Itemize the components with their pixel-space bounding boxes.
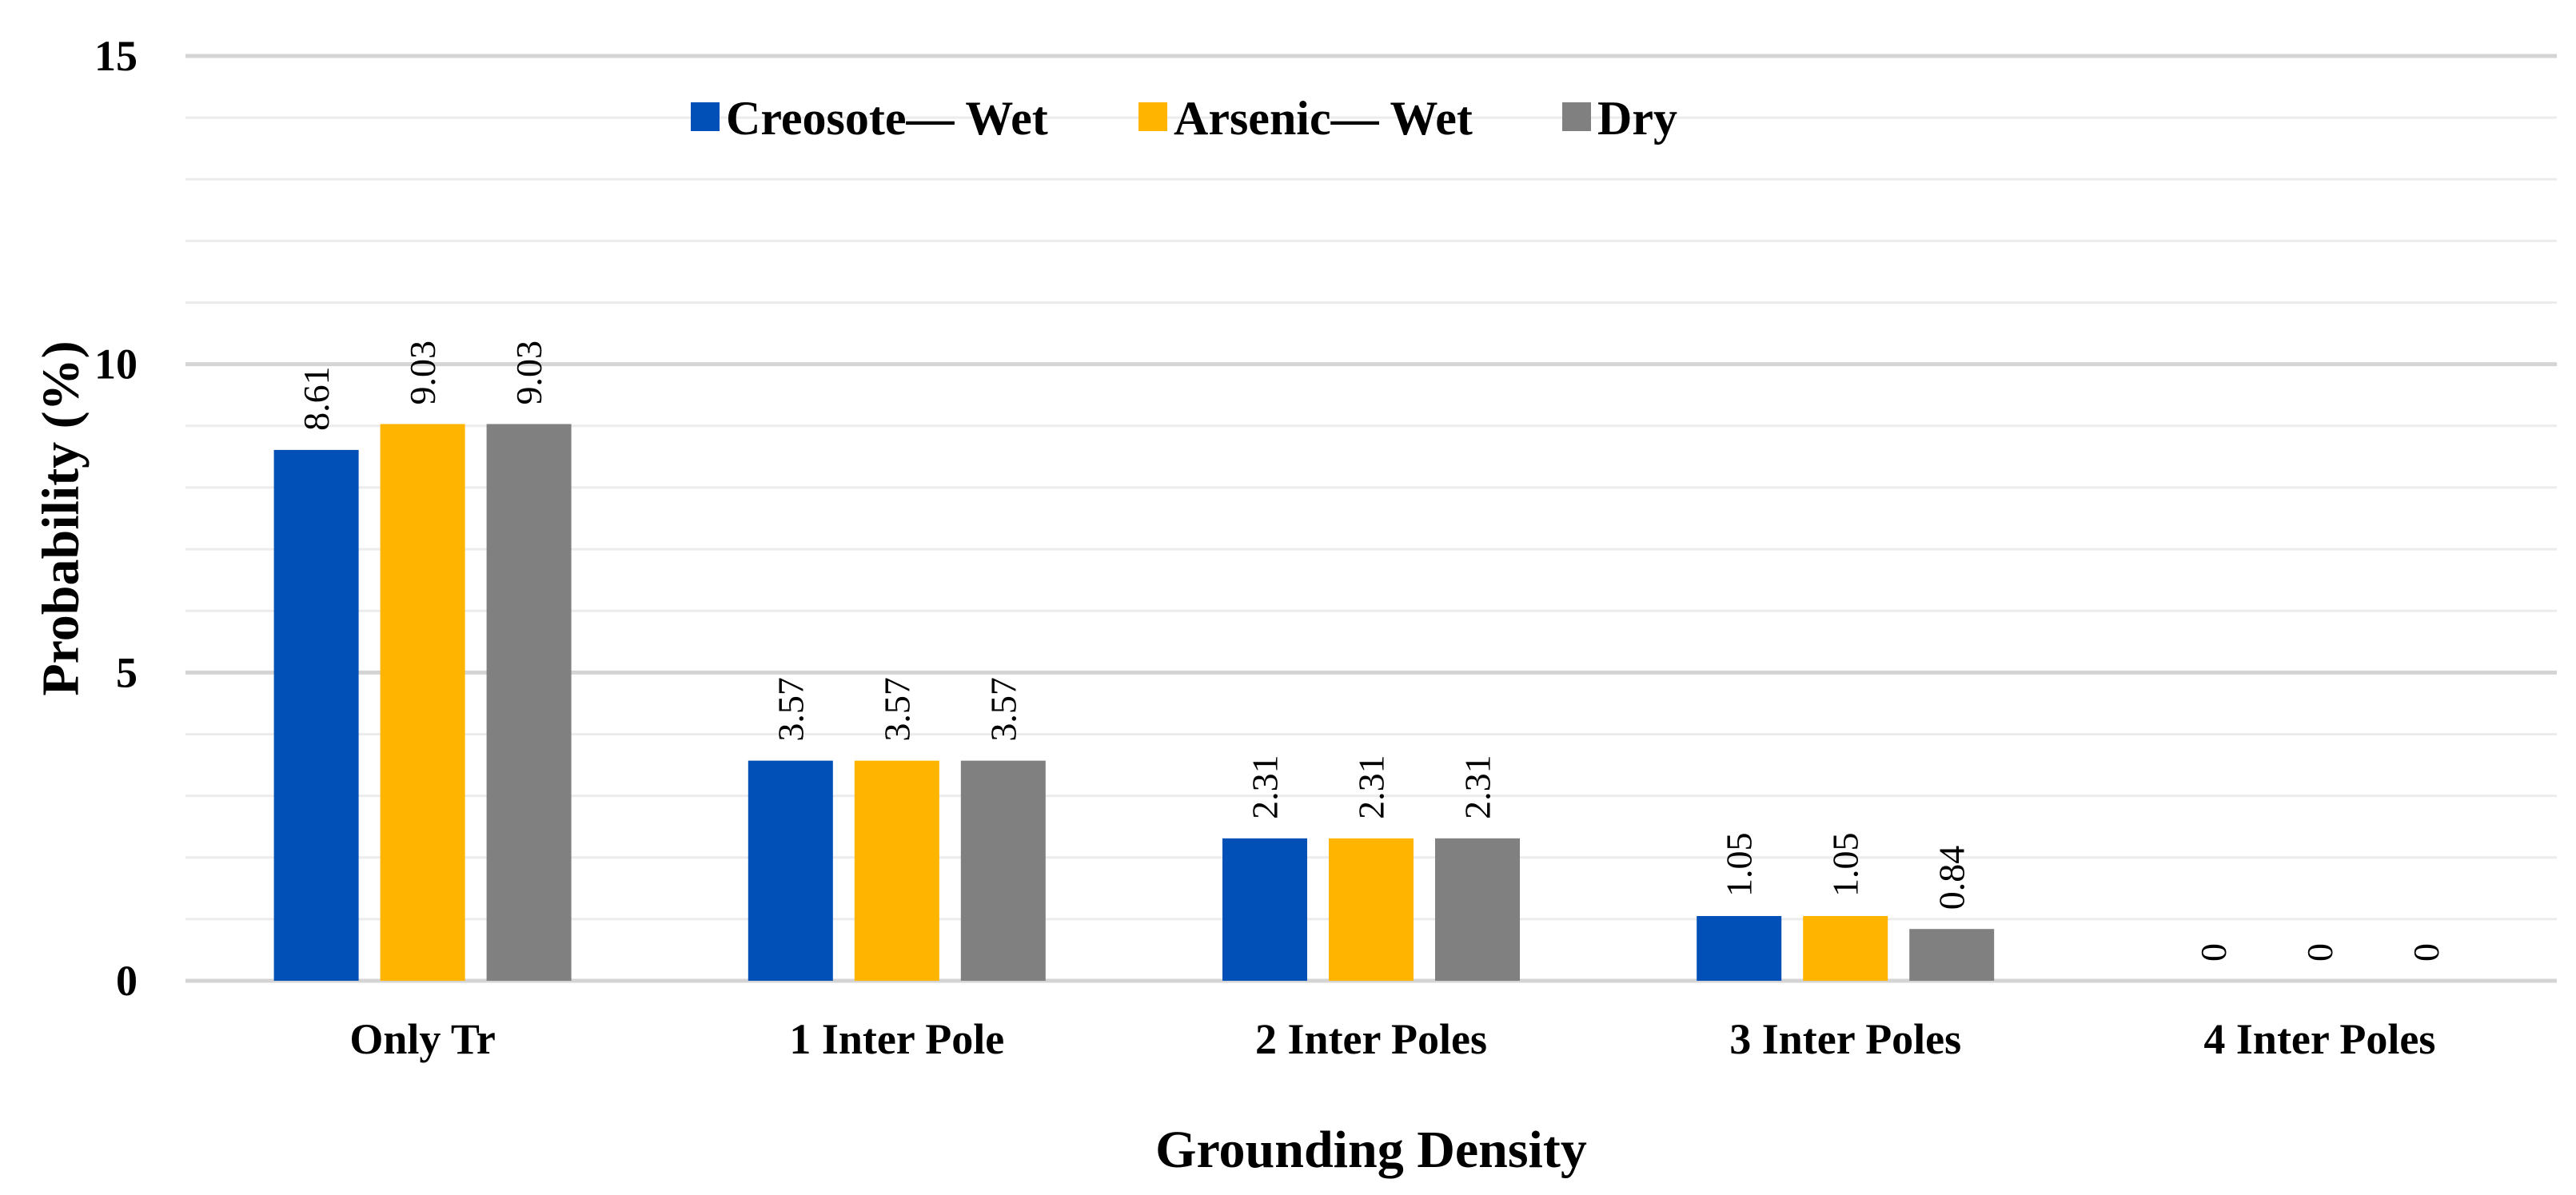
x-axis-title: Grounding Density [1155, 1121, 1587, 1179]
data-label: 2.31 [1245, 755, 1286, 819]
data-label: 1.05 [1719, 833, 1760, 898]
data-label: 3.57 [876, 677, 917, 742]
data-label: 2.31 [1351, 755, 1392, 819]
y-axis-ticks: 0 5 10 15 [94, 32, 138, 1005]
gridlines [185, 54, 2557, 983]
data-label: 0.84 [1932, 846, 1972, 910]
x-category-label: 4 Inter Poles [2203, 1015, 2435, 1063]
legend-swatch [691, 102, 720, 131]
bar [1697, 916, 1782, 981]
bar [486, 424, 572, 981]
data-label: 9.03 [402, 341, 443, 405]
legend-swatch [1138, 102, 1167, 131]
x-category-label: 2 Inter Poles [1255, 1015, 1487, 1063]
y-axis-title: Probability (%) [32, 341, 90, 695]
x-category-label: Only Tr [349, 1015, 496, 1063]
legend-entry: Dry [1597, 92, 1677, 145]
bar [1329, 838, 1414, 981]
y-tick-label: 0 [116, 957, 138, 1005]
y-tick-label: 15 [94, 32, 138, 80]
data-label: 8.61 [296, 366, 337, 431]
x-axis-categories: Only Tr 1 Inter Pole 2 Inter Poles 3 Inter … [349, 1015, 2435, 1063]
legend-entry: Creosote— Wet [726, 92, 1048, 145]
bar [960, 760, 1046, 981]
bar [273, 449, 359, 981]
legend-swatch [1562, 102, 1591, 131]
data-label: 1.05 [1825, 833, 1866, 898]
bar [380, 424, 465, 981]
data-label: 9.03 [508, 341, 549, 405]
bar [1803, 916, 1888, 981]
bar [854, 760, 939, 981]
bar [1909, 929, 1995, 981]
bar [1222, 838, 1307, 981]
data-label: 3.57 [983, 677, 1023, 742]
bar [748, 760, 833, 981]
y-tick-label: 10 [94, 341, 138, 388]
data-label: 2.31 [1457, 755, 1498, 819]
x-category-label: 1 Inter Pole [789, 1015, 1004, 1063]
bars [273, 424, 1995, 981]
legend-entry: Arsenic— Wet [1174, 92, 1473, 145]
bar [1435, 838, 1520, 981]
data-label: 3.57 [770, 677, 811, 742]
data-label: 0 [2193, 943, 2234, 962]
data-labels: 8.61 9.03 9.03 3.57 3.57 3.57 2.31 2.31 2.31 1.05… [296, 341, 2446, 962]
data-label: 0 [2299, 943, 2340, 962]
legend: Creosote— Wet Arsenic— Wet Dry [691, 92, 1677, 145]
x-category-label: 3 Inter Poles [1729, 1015, 1961, 1063]
y-tick-label: 5 [116, 648, 138, 696]
data-label: 0 [2406, 943, 2446, 962]
